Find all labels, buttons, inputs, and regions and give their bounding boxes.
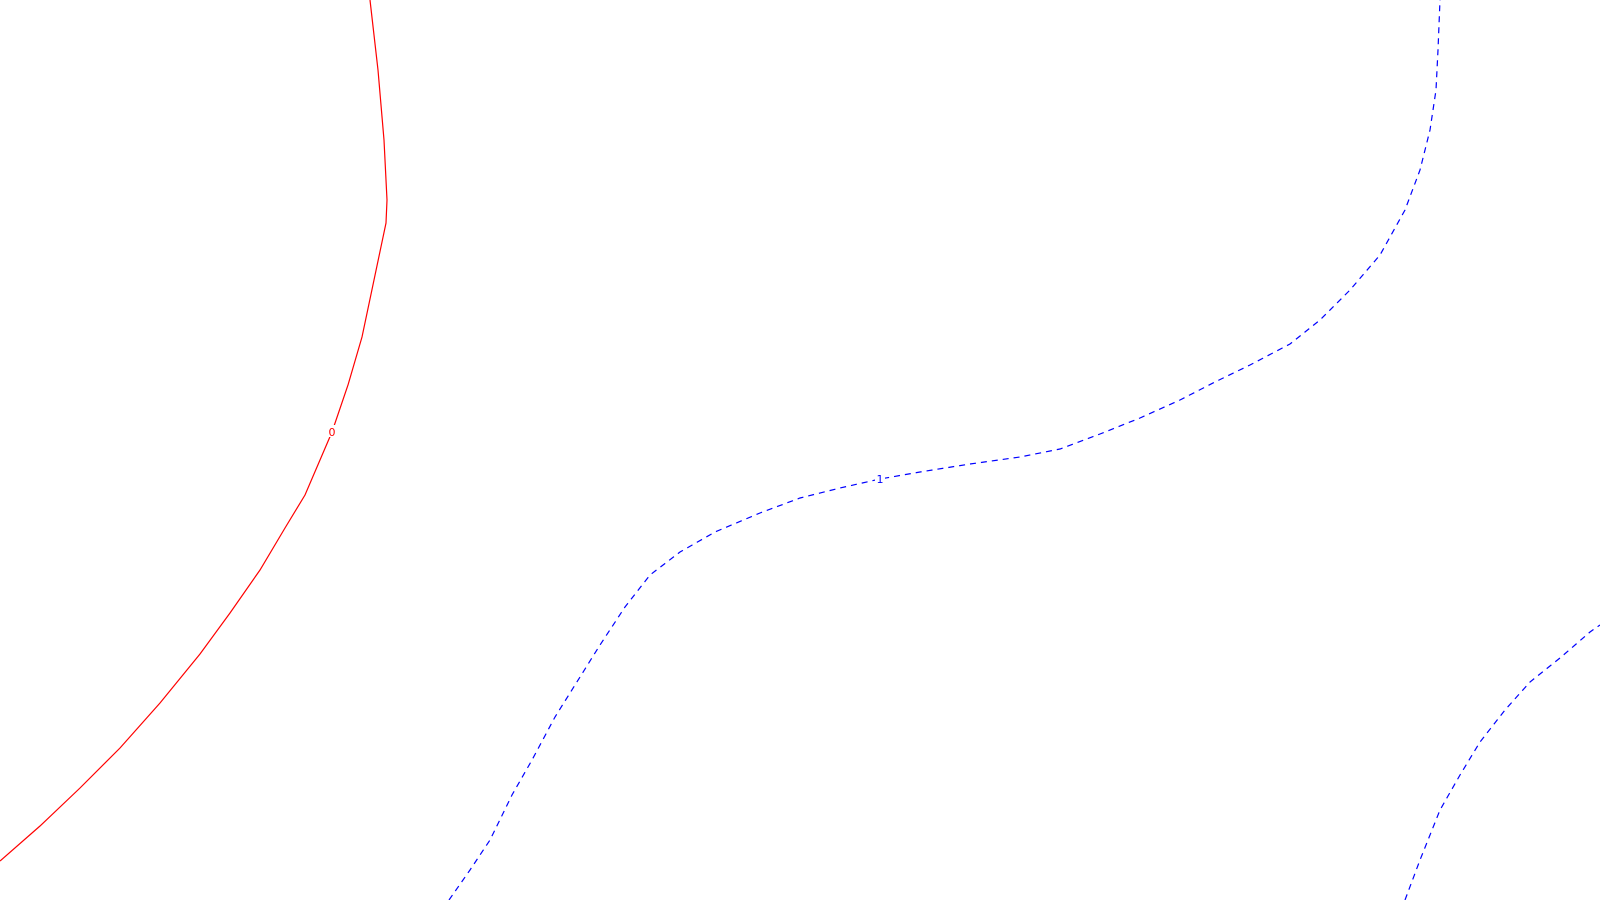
contour-labels: 01: [327, 425, 885, 486]
contour-line-unlabeled-2: [1404, 624, 1600, 900]
contour-label-1: 1: [877, 473, 884, 486]
contour-label-0: 0: [329, 426, 336, 439]
contour-label-background: [327, 425, 337, 437]
contour-label-background: [875, 472, 885, 484]
contour-line-1: [448, 0, 1441, 900]
contour-line-0: [0, 0, 388, 862]
